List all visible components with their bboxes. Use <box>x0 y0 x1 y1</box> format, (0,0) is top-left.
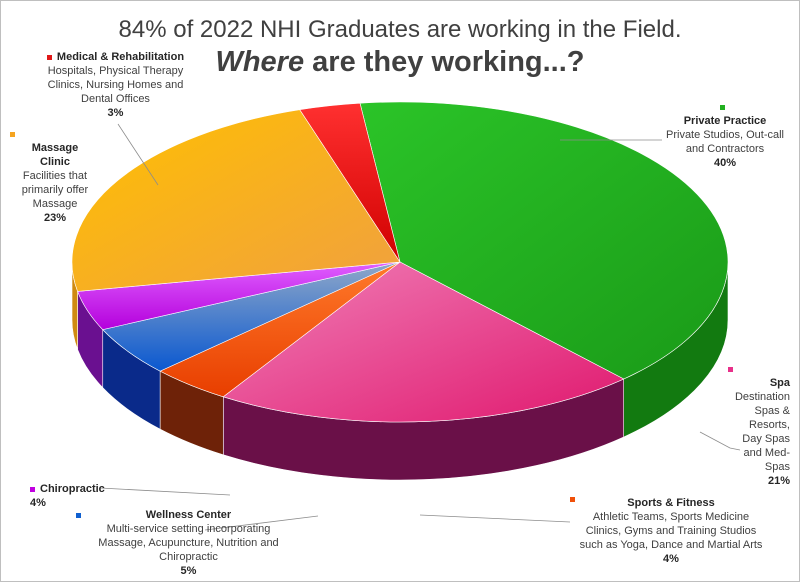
label-chiropractic: Chiropractic 4% <box>30 482 120 510</box>
label-wellness-center: Wellness Center Multi-service setting in… <box>76 508 291 578</box>
pie-tops <box>71 101 729 423</box>
leader-wellness <box>204 515 319 531</box>
legend-swatch-massage <box>10 131 15 137</box>
pct-chiro: 4% <box>30 497 46 509</box>
label-medical-rehab: Medical & Rehabilitation Hospitals, Phys… <box>33 50 198 120</box>
chart-title-rest: are they working...? <box>304 46 585 78</box>
pct-spa: 21% <box>767 475 790 487</box>
label-private-practice: Private Practice Private Studios, Out-ca… <box>660 100 790 170</box>
leader-spa <box>699 431 741 451</box>
leader-lines <box>99 123 741 531</box>
pct-massage: 23% <box>43 212 67 224</box>
chart-title-line2: Where are they working...? <box>0 46 800 79</box>
pct-wellness: 5% <box>180 565 197 577</box>
leader-medical <box>117 123 159 186</box>
legend-swatch-medical <box>46 54 52 60</box>
legend-swatch-spa <box>728 366 733 372</box>
legend-swatch-sports <box>570 496 575 502</box>
label-spa: Spa Destination Spas & Resorts, Day Spas… <box>728 362 790 488</box>
pie-slice-massage-clinic <box>71 109 401 292</box>
legend-swatch-wellness <box>76 512 81 518</box>
pie-slice-medical-rehabilitation <box>299 102 401 263</box>
pie-slice-spa <box>222 261 625 423</box>
legend-swatch-chiro <box>30 486 35 492</box>
pct-medical: 3% <box>107 107 124 119</box>
chart-title-line1: 84% of 2022 NHI Graduates are working in… <box>118 16 682 43</box>
label-massage-clinic: Massage Clinic Facilities that primarily… <box>10 127 100 225</box>
legend-swatch-private <box>720 104 725 110</box>
leader-chiro <box>99 487 231 496</box>
pct-sports: 4% <box>663 553 679 565</box>
pct-private: 40% <box>713 157 737 169</box>
leader-sports <box>419 514 571 523</box>
pie-slice-private-practice <box>359 101 729 380</box>
label-sports-fitness: Sports & Fitness Athletic Teams, Sports … <box>565 492 777 566</box>
chart-title-emphasis: Where <box>215 46 305 78</box>
